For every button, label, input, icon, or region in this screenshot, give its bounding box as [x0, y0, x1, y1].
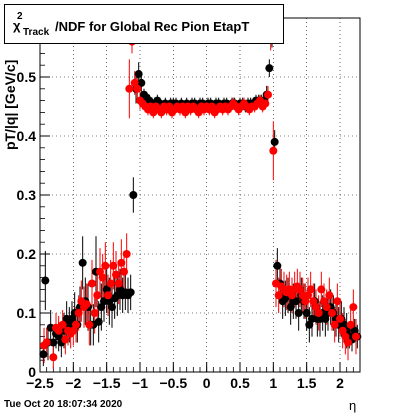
data-point — [94, 317, 103, 326]
data-point — [120, 267, 128, 276]
tick-labels: −2.5 −2 −1.5 −1 −0.5 0 0.5 1 1.5 2 0 0.1 0.2 0.3 0.4 0.… — [17, 69, 345, 391]
data-point — [352, 332, 360, 341]
data-point — [117, 258, 126, 267]
chart-title-box: χ 2 Track /NDF for Global Rec Pion EtapT — [4, 4, 284, 44]
series-1 — [40, 34, 360, 362]
data-point — [106, 279, 115, 288]
data-point — [82, 300, 91, 309]
data-point — [90, 309, 99, 317]
data-point — [74, 309, 83, 317]
x-tick-label: 1 — [269, 375, 277, 391]
x-tick-label: 2 — [336, 375, 344, 391]
data-point — [114, 279, 123, 288]
data-point — [137, 78, 146, 87]
x-tick-label: −2 — [65, 375, 81, 391]
y-tick-label: 0.4 — [17, 128, 37, 144]
data-point — [274, 291, 283, 300]
x-tick-label: 0.5 — [230, 375, 250, 391]
title-chi-subscript: Track — [23, 27, 50, 38]
x-tick-label: −1 — [132, 375, 148, 391]
data-point — [314, 309, 323, 317]
x-tick-label: 1.5 — [297, 375, 317, 391]
x-tick-label: 0 — [203, 375, 211, 391]
data-point — [344, 338, 352, 347]
data-point — [134, 70, 143, 79]
data-point — [125, 84, 134, 93]
x-axis-label: η — [349, 398, 357, 413]
data-point — [294, 309, 303, 317]
data-point — [54, 326, 63, 335]
data-point — [112, 270, 120, 279]
data-point — [349, 303, 358, 312]
data-point — [49, 353, 58, 362]
data-point — [261, 99, 270, 108]
data-point — [49, 338, 58, 347]
data-point — [336, 314, 344, 323]
data-point — [346, 320, 355, 329]
data-point — [292, 297, 300, 306]
x-tick-label: −2.5 — [26, 375, 54, 391]
data-point — [85, 320, 94, 329]
data-point — [126, 288, 135, 297]
data-point — [302, 309, 311, 317]
data-point — [328, 309, 336, 317]
title-chi-superscript: 2 — [17, 11, 23, 22]
data-point — [101, 261, 110, 270]
data-point — [333, 297, 342, 306]
y-tick-label: 0.1 — [17, 305, 37, 321]
data-point — [58, 320, 67, 329]
data-point — [42, 338, 51, 347]
data-point — [109, 261, 118, 270]
x-tick-label: −1.5 — [93, 375, 121, 391]
data-point — [325, 291, 334, 300]
data-point — [122, 250, 131, 258]
data-points — [39, 34, 362, 362]
data-point — [72, 320, 80, 329]
data-point — [129, 191, 138, 199]
y-axis-label: pT/|q| [GeV/c] — [2, 59, 18, 150]
y-tick-label: 0.5 — [17, 69, 37, 85]
data-point — [322, 303, 331, 312]
title-chi: χ — [13, 18, 21, 33]
y-tick-label: 0.2 — [17, 246, 37, 262]
data-point — [88, 279, 96, 288]
data-point — [330, 320, 339, 329]
grid — [40, 18, 360, 372]
data-point — [41, 276, 50, 285]
data-point — [93, 291, 102, 300]
data-point — [61, 335, 70, 344]
data-point — [317, 285, 326, 294]
data-point — [133, 84, 142, 93]
data-point — [39, 350, 48, 359]
data-point — [104, 291, 112, 300]
data-point — [78, 258, 87, 267]
data-point — [108, 303, 116, 312]
data-point — [265, 64, 274, 73]
data-point — [264, 90, 272, 99]
data-point — [306, 285, 315, 294]
y-tick-label: 0 — [28, 364, 36, 380]
data-point — [269, 146, 278, 155]
chart-title: /NDF for Global Rec Pion EtapT — [55, 19, 250, 34]
data-point — [270, 137, 279, 146]
y-tick-label: 0.3 — [17, 187, 37, 203]
data-point — [98, 273, 107, 282]
x-tick-label: −0.5 — [160, 375, 188, 391]
data-point — [273, 261, 282, 270]
timestamp: Tue Oct 20 18:07:34 2020 — [4, 399, 123, 410]
